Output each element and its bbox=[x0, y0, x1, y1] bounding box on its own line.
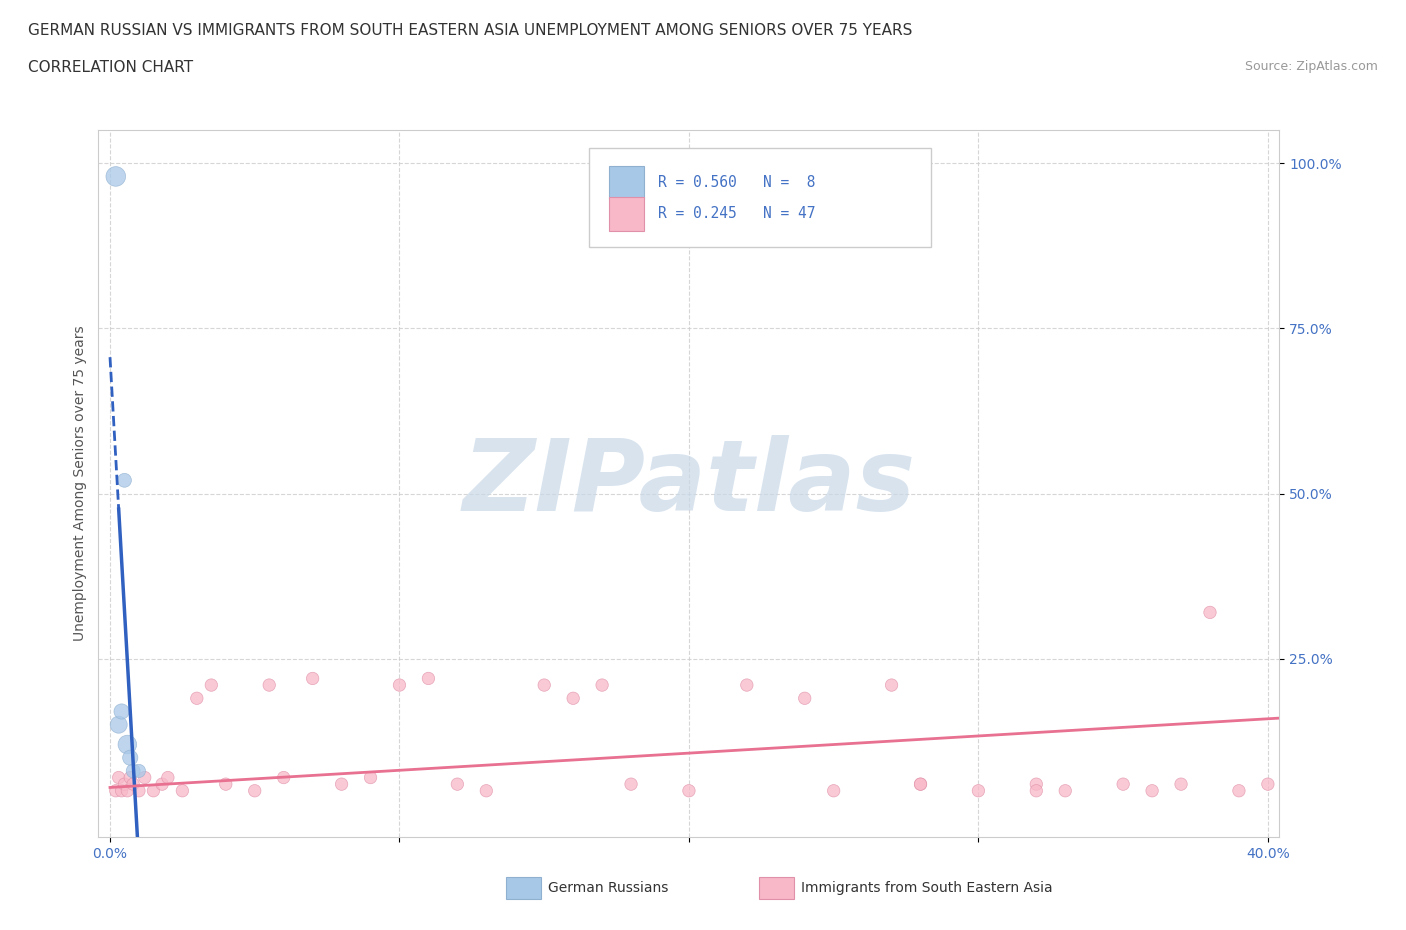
Point bbox=[122, 777, 145, 791]
Point bbox=[418, 671, 440, 686]
Point bbox=[107, 717, 129, 732]
Point bbox=[301, 671, 323, 686]
Point bbox=[134, 770, 156, 785]
Point bbox=[117, 737, 139, 752]
Point bbox=[562, 691, 585, 706]
Point bbox=[120, 770, 142, 785]
Point bbox=[273, 770, 295, 785]
Point bbox=[114, 777, 136, 791]
Point bbox=[200, 678, 222, 693]
Point bbox=[243, 783, 266, 798]
Point bbox=[1257, 777, 1279, 791]
Point bbox=[120, 751, 142, 765]
Point bbox=[910, 777, 932, 791]
Text: Immigrants from South Eastern Asia: Immigrants from South Eastern Asia bbox=[801, 881, 1053, 896]
Point bbox=[128, 764, 150, 778]
Point bbox=[1054, 783, 1077, 798]
Text: CORRELATION CHART: CORRELATION CHART bbox=[28, 60, 193, 75]
Point bbox=[257, 678, 280, 693]
Point bbox=[104, 783, 127, 798]
Point bbox=[122, 764, 145, 778]
Text: GERMAN RUSSIAN VS IMMIGRANTS FROM SOUTH EASTERN ASIA UNEMPLOYMENT AMONG SENIORS : GERMAN RUSSIAN VS IMMIGRANTS FROM SOUTH … bbox=[28, 23, 912, 38]
Text: ZIPatlas: ZIPatlas bbox=[463, 435, 915, 532]
Y-axis label: Unemployment Among Seniors over 75 years: Unemployment Among Seniors over 75 years bbox=[73, 326, 87, 642]
Point bbox=[1170, 777, 1192, 791]
Point bbox=[793, 691, 815, 706]
Text: German Russians: German Russians bbox=[548, 881, 669, 896]
Point bbox=[142, 783, 165, 798]
Point bbox=[388, 678, 411, 693]
Point bbox=[735, 678, 758, 693]
Point bbox=[1112, 777, 1135, 791]
Point bbox=[110, 783, 132, 798]
Point bbox=[114, 472, 136, 487]
Point bbox=[967, 783, 990, 798]
Point bbox=[475, 783, 498, 798]
FancyBboxPatch shape bbox=[589, 148, 931, 246]
Bar bbox=[609, 166, 644, 199]
Point bbox=[172, 783, 194, 798]
Point bbox=[1140, 783, 1163, 798]
Point bbox=[1227, 783, 1250, 798]
Point bbox=[150, 777, 173, 791]
Point bbox=[1025, 783, 1047, 798]
Point bbox=[360, 770, 382, 785]
Point bbox=[104, 169, 127, 184]
Point bbox=[117, 783, 139, 798]
Point bbox=[156, 770, 179, 785]
Point bbox=[1199, 605, 1222, 620]
Point bbox=[823, 783, 845, 798]
Point bbox=[186, 691, 208, 706]
Point bbox=[107, 770, 129, 785]
Text: R = 0.245   N = 47: R = 0.245 N = 47 bbox=[658, 206, 815, 221]
Point bbox=[110, 704, 132, 719]
Point bbox=[1025, 777, 1047, 791]
Point bbox=[678, 783, 700, 798]
Point bbox=[446, 777, 468, 791]
Text: R = 0.560   N =  8: R = 0.560 N = 8 bbox=[658, 175, 815, 190]
Point bbox=[215, 777, 238, 791]
Bar bbox=[609, 196, 644, 231]
Point bbox=[620, 777, 643, 791]
Point bbox=[591, 678, 613, 693]
Point bbox=[910, 777, 932, 791]
Point bbox=[330, 777, 353, 791]
Point bbox=[880, 678, 903, 693]
Point bbox=[128, 783, 150, 798]
Text: Source: ZipAtlas.com: Source: ZipAtlas.com bbox=[1244, 60, 1378, 73]
Point bbox=[533, 678, 555, 693]
